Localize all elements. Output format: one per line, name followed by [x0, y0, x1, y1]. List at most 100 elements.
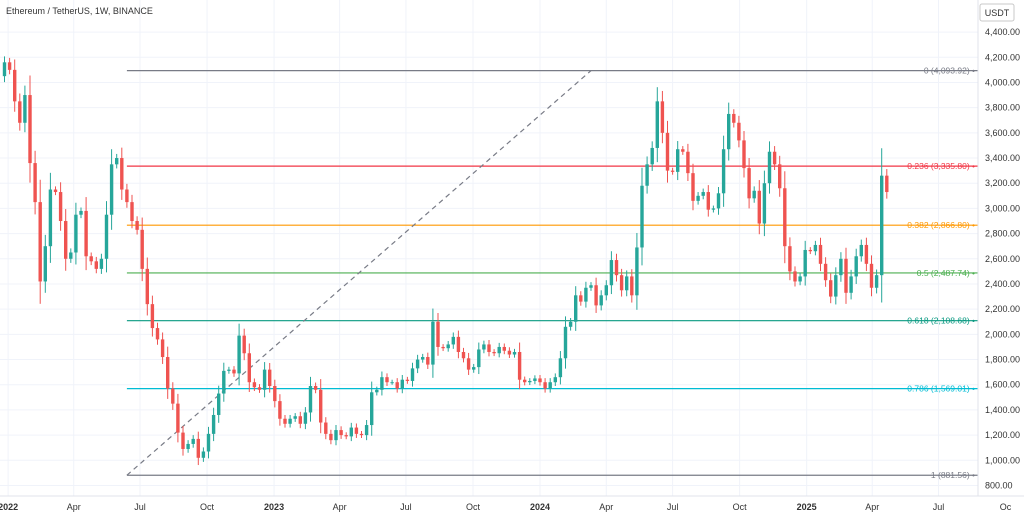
candle-body	[742, 140, 746, 169]
fib-level-label: 0.5 (2,487.74) •	[917, 268, 975, 278]
candle-body	[553, 377, 557, 383]
candle-body	[242, 335, 246, 354]
price-tick-label: 1,200.00	[985, 430, 1020, 440]
candle-body	[99, 258, 104, 269]
candle-body	[308, 385, 313, 413]
time-tick-label: Jul	[933, 502, 945, 512]
candle-body	[237, 335, 241, 374]
symbol-title: Ethereum / TetherUS, 1W, BINANCE	[6, 6, 153, 16]
candle-body	[298, 416, 302, 424]
price-tick-label: 4,200.00	[985, 52, 1020, 62]
currency-label: USDT	[985, 8, 1010, 18]
fib-level-label: 1 (881.56) •	[931, 470, 975, 480]
candle-body	[874, 275, 879, 288]
candle-body	[752, 190, 756, 199]
price-tick-label: 800.00	[985, 481, 1013, 491]
candle-body	[834, 275, 838, 297]
candle-body	[359, 433, 364, 436]
candle-body	[145, 268, 149, 305]
candle-body	[854, 256, 858, 277]
candle-body	[548, 382, 552, 389]
candle-body	[655, 101, 659, 148]
candle-body	[670, 170, 675, 172]
time-tick-label: Jul	[400, 502, 412, 512]
fib-retracement[interactable]: 0 (4,093.92) • 0.236 (3,335.80) • 0.382 (2…	[126, 66, 978, 481]
candle-body	[380, 377, 384, 390]
fib-level-label: 0.236 (3,335.80) •	[907, 161, 975, 171]
candle-body	[880, 175, 884, 276]
fib-trend-line[interactable]	[126, 70, 592, 476]
candle-body	[329, 433, 333, 441]
candle-body	[619, 275, 624, 291]
candle-body	[28, 95, 32, 164]
candle-body	[171, 388, 175, 404]
candle-body	[778, 164, 782, 189]
candle-body	[104, 214, 109, 259]
candle-body	[839, 258, 843, 276]
candle-body	[354, 427, 359, 434]
candle-body	[451, 336, 455, 345]
candle-body	[472, 367, 476, 370]
fib-level-label: 0.786 (1,569.01) •	[907, 384, 975, 394]
candle-body	[568, 321, 573, 327]
candle-body	[477, 349, 481, 368]
currency-badge[interactable]	[979, 3, 1015, 22]
candle-body	[319, 389, 323, 423]
candle-body	[681, 149, 685, 152]
time-tick-label: 2024	[530, 502, 550, 512]
candle-body	[640, 185, 644, 248]
candle-body	[125, 189, 129, 203]
candle-body	[803, 249, 807, 277]
candle-body	[155, 328, 160, 340]
candle-body	[2, 62, 7, 77]
candle-body	[257, 387, 262, 390]
time-axis[interactable]: 2022 Apr Jul Oct 2023 Apr Jul Oct 2024 Apr Jul Oct 2…	[0, 495, 1024, 512]
candle-body	[431, 321, 435, 365]
candle-body	[727, 113, 731, 150]
candle-body	[247, 353, 251, 383]
candle-body	[181, 432, 185, 449]
candle-body	[400, 379, 404, 389]
candle-body	[869, 263, 874, 288]
candle-body	[89, 256, 93, 262]
candle-body	[711, 208, 716, 210]
candle-body	[849, 276, 853, 293]
candle-body	[589, 285, 593, 288]
candle-body	[395, 382, 399, 389]
candle-body	[64, 221, 68, 259]
candle-body	[206, 433, 211, 452]
candle-body	[313, 385, 318, 390]
candle-body	[191, 438, 195, 444]
candle-body	[370, 392, 374, 426]
candle-body	[864, 244, 869, 264]
candle-body	[625, 276, 629, 291]
candle-body	[798, 276, 802, 282]
candle-body	[288, 418, 292, 424]
candle-body	[38, 202, 42, 282]
price-tick-label: 3,800.00	[985, 103, 1020, 113]
candle-body	[58, 192, 63, 222]
candle-body	[497, 346, 501, 354]
candle-body	[217, 393, 221, 415]
candle-body	[390, 382, 394, 384]
candle-body	[18, 101, 22, 123]
time-tick-label: Jul	[134, 502, 146, 512]
candle-body	[23, 95, 27, 123]
candle-body	[732, 113, 736, 123]
candle-body	[196, 438, 200, 458]
candle-body	[421, 357, 425, 360]
price-axis[interactable]: 800.00 1,000.00 1,200.00 1,400.00 1,600.00 1,…	[977, 0, 1020, 496]
candle-body	[635, 247, 639, 296]
candle-body	[579, 295, 583, 302]
candle-body	[829, 280, 833, 297]
candle-body	[737, 122, 741, 141]
candle-body	[160, 339, 165, 358]
candle-body	[334, 430, 338, 441]
chart-grid	[0, 0, 978, 496]
candle-body	[543, 382, 547, 389]
candle-body	[415, 359, 420, 369]
fib-level-label: 0.618 (2,108.68) •	[907, 316, 975, 326]
candle-body	[538, 378, 542, 383]
candle-body	[120, 158, 124, 190]
